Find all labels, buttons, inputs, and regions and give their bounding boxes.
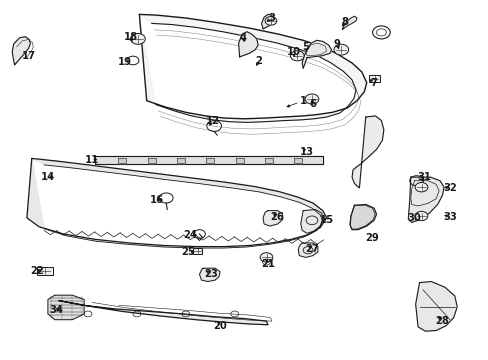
Polygon shape xyxy=(263,211,282,226)
FancyBboxPatch shape xyxy=(192,248,202,254)
Polygon shape xyxy=(261,14,273,29)
Text: 28: 28 xyxy=(435,316,448,326)
Polygon shape xyxy=(199,268,220,282)
Text: 21: 21 xyxy=(261,258,274,269)
Text: 15: 15 xyxy=(319,215,333,225)
Text: 27: 27 xyxy=(305,244,318,254)
Text: 18: 18 xyxy=(124,32,138,42)
Polygon shape xyxy=(238,32,258,57)
Text: 10: 10 xyxy=(286,47,300,57)
Circle shape xyxy=(414,183,427,192)
Polygon shape xyxy=(302,40,331,68)
Circle shape xyxy=(264,17,276,25)
Circle shape xyxy=(130,33,145,44)
Polygon shape xyxy=(300,210,322,233)
Text: 33: 33 xyxy=(442,212,456,222)
Text: 11: 11 xyxy=(84,155,99,165)
Text: 23: 23 xyxy=(204,269,218,279)
Text: 1: 1 xyxy=(299,96,306,106)
Text: 22: 22 xyxy=(30,266,43,276)
Text: 30: 30 xyxy=(407,213,421,223)
Text: 6: 6 xyxy=(309,99,316,109)
Polygon shape xyxy=(27,158,326,248)
Text: 31: 31 xyxy=(417,172,430,182)
Circle shape xyxy=(305,94,318,104)
Text: 5: 5 xyxy=(302,42,308,52)
Polygon shape xyxy=(59,301,267,325)
Polygon shape xyxy=(298,243,317,257)
Text: 17: 17 xyxy=(21,51,35,61)
Polygon shape xyxy=(139,14,366,122)
Text: 19: 19 xyxy=(118,57,131,67)
Polygon shape xyxy=(12,37,30,65)
Circle shape xyxy=(414,211,427,221)
Circle shape xyxy=(290,51,304,61)
Polygon shape xyxy=(342,16,356,30)
Circle shape xyxy=(333,44,348,55)
Text: 8: 8 xyxy=(341,17,347,27)
Text: 32: 32 xyxy=(442,183,456,193)
Polygon shape xyxy=(349,204,376,230)
Text: 26: 26 xyxy=(269,212,283,222)
Text: 25: 25 xyxy=(181,247,195,257)
Text: 34: 34 xyxy=(49,305,63,315)
Text: 20: 20 xyxy=(213,321,226,331)
Text: 24: 24 xyxy=(183,230,197,240)
Text: 13: 13 xyxy=(300,147,313,157)
Text: 12: 12 xyxy=(205,116,219,126)
Text: 7: 7 xyxy=(370,78,377,88)
FancyBboxPatch shape xyxy=(368,75,380,82)
Circle shape xyxy=(260,253,272,262)
Text: 2: 2 xyxy=(255,56,262,66)
Polygon shape xyxy=(351,116,383,188)
Text: 29: 29 xyxy=(364,233,378,243)
Polygon shape xyxy=(407,177,443,222)
Text: 16: 16 xyxy=(149,195,163,205)
Text: 3: 3 xyxy=(267,13,274,23)
Text: 14: 14 xyxy=(41,172,55,182)
Polygon shape xyxy=(415,282,456,331)
Polygon shape xyxy=(48,295,84,320)
Text: 4: 4 xyxy=(240,33,246,43)
Text: 9: 9 xyxy=(333,39,340,49)
FancyBboxPatch shape xyxy=(37,267,53,275)
